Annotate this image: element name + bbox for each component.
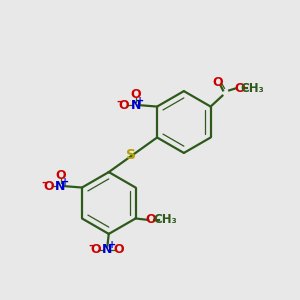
Text: O: O [90,243,101,256]
Text: O: O [235,82,245,95]
Text: O: O [55,169,66,182]
Text: CH₃: CH₃ [153,213,177,226]
Text: S: S [127,148,136,162]
Text: +: + [136,96,144,106]
Text: +: + [61,177,69,187]
Text: O: O [44,180,54,193]
Text: O: O [130,88,141,101]
Text: N: N [55,180,66,193]
Text: -: - [88,241,92,251]
Text: +: + [108,240,116,250]
Text: -: - [41,177,46,187]
Text: O: O [114,243,124,256]
Text: CH₃: CH₃ [241,82,265,95]
Text: -: - [116,96,121,106]
Text: O: O [118,99,129,112]
Text: N: N [102,243,112,256]
Text: O: O [212,76,223,89]
Text: N: N [130,99,141,112]
Text: O: O [146,213,157,226]
